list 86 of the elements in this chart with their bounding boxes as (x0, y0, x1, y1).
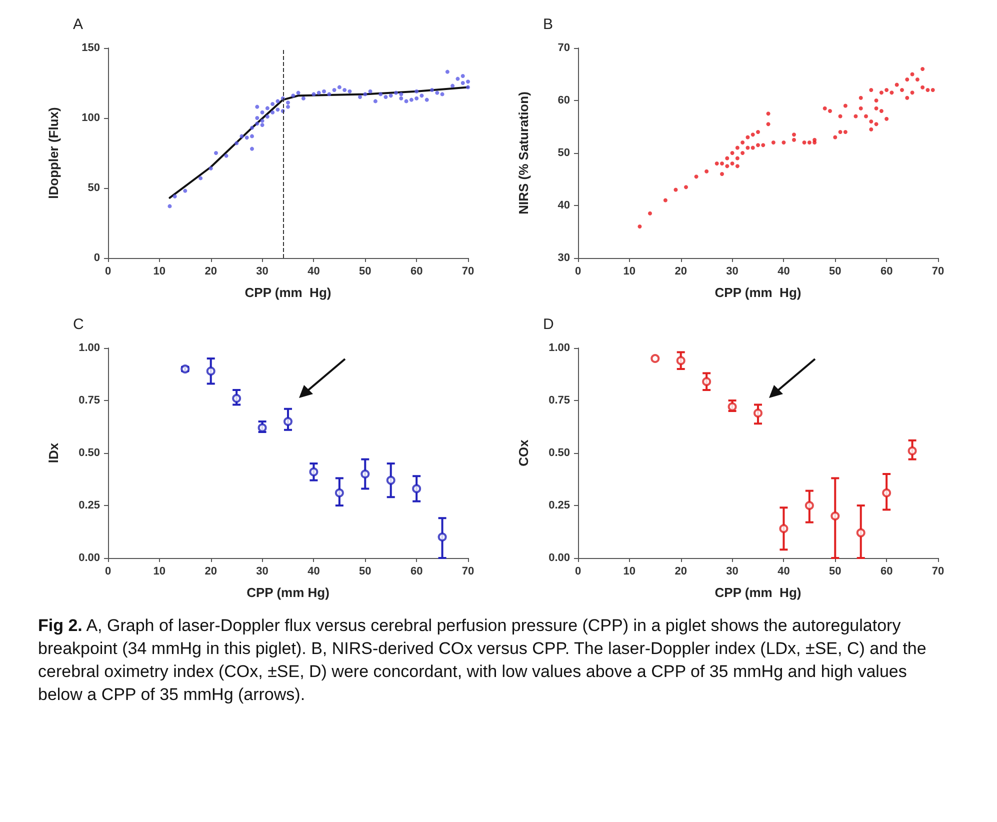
x-tick-label: 50 (359, 566, 372, 578)
x-axis-title: CPP (mm Hg) (244, 285, 332, 300)
x-axis-title: CPP (mm Hg) (714, 585, 802, 600)
x-tick-label: 20 (204, 266, 217, 278)
point (754, 408, 762, 418)
x-tick-label: 70 (462, 266, 474, 278)
y-tick-label: 0.50 (78, 447, 100, 459)
point (882, 488, 892, 498)
x-tick-label: 40 (308, 566, 320, 578)
x-tick-label: 60 (880, 566, 893, 578)
y-tick-label: 70 (558, 42, 570, 54)
y-tick-label: 100 (82, 112, 100, 124)
point (804, 501, 814, 510)
chart-title: D (543, 316, 554, 333)
y-tick-label: 0.50 (548, 447, 570, 459)
point (206, 366, 216, 376)
y-tick-label: 0.25 (78, 500, 100, 512)
y-tick-label: 150 (82, 42, 100, 54)
y-axis-title: lDx (46, 442, 61, 464)
x-tick-label: 40 (778, 566, 790, 578)
point (232, 394, 242, 403)
point (334, 488, 344, 498)
point (650, 354, 660, 363)
y-tick-label: 30 (558, 252, 570, 264)
y-tick-label: 60 (558, 94, 570, 106)
x-tick-label: 30 (726, 566, 738, 578)
y-tick-label: 0.25 (548, 500, 570, 512)
x-tick-label: 0 (104, 266, 112, 278)
y-tick-label: 1.00 (548, 342, 570, 354)
y-tick-label: 0.75 (78, 394, 100, 406)
x-tick-label: 10 (153, 266, 166, 278)
y-axis-title: NIRS (% Saturation) (516, 92, 531, 214)
point (728, 402, 737, 412)
point (779, 524, 788, 534)
point (856, 528, 866, 538)
point (258, 423, 267, 432)
point (309, 467, 318, 476)
x-tick-label: 0 (574, 266, 582, 278)
x-tick-label: 50 (359, 266, 372, 278)
chart-title: A (73, 16, 84, 33)
y-tick-label: 40 (558, 200, 570, 212)
y-axis-title: COx (516, 438, 531, 466)
y-tick-label: 0 (94, 252, 100, 264)
point (438, 532, 447, 542)
point (830, 512, 840, 520)
point (702, 377, 712, 386)
y-tick-label: 1.00 (78, 342, 100, 354)
y-tick-label: 0.75 (548, 394, 570, 406)
x-tick-label: 30 (256, 266, 268, 278)
x-tick-label: 10 (623, 566, 636, 578)
chart-title: C (73, 316, 84, 333)
x-tick-label: 50 (829, 266, 842, 278)
x-tick-label: 70 (932, 566, 944, 578)
caption: Fig 2. A, Graph of laser-Doppler flux versus cerebral perfusion pressure (CPP) in a piglet shows the autoregulatory breakpoint (34 mmHg in this piglet). B, NIRS-derived COx versus CPP. The laser-Doppler index (LDx, ±SE, C) and the cerebral oximetry index (COx, ±SE, D) were concordant, with low values above a CPP of 35 mmHg and high values below a CPP of 35 mmHg (arrows). (38, 616, 926, 704)
x-tick-label: 60 (410, 266, 423, 278)
x-tick-label: 20 (674, 266, 687, 278)
y-tick-label: 50 (558, 147, 570, 159)
x-tick-label: 60 (880, 266, 893, 278)
y-axis-title: lDoppler (Flux) (46, 107, 61, 199)
point (908, 446, 917, 456)
x-tick-label: 0 (104, 566, 112, 578)
point (284, 417, 292, 426)
x-tick-label: 40 (308, 266, 320, 278)
point (676, 356, 686, 366)
chart-title: B (543, 16, 554, 33)
point (386, 476, 396, 485)
x-tick-label: 10 (153, 566, 166, 578)
x-tick-label: 10 (623, 266, 636, 278)
line-series (168, 86, 469, 199)
x-tick-label: 70 (462, 566, 474, 578)
x-tick-label: 40 (778, 266, 790, 278)
y-tick-label: 0.00 (78, 552, 100, 564)
x-axis-title: CPP (mm Hg) (714, 285, 802, 300)
point (360, 470, 370, 478)
y-tick-label: 0.00 (548, 552, 570, 564)
x-tick-label: 20 (674, 566, 687, 578)
x-tick-label: 70 (932, 266, 944, 278)
x-axis-title: CPP (mm Hg) (246, 585, 330, 600)
y-tick-label: 50 (88, 182, 100, 194)
x-tick-label: 0 (574, 566, 582, 578)
x-tick-label: 50 (829, 566, 842, 578)
x-tick-label: 30 (726, 266, 738, 278)
x-tick-label: 30 (256, 566, 268, 578)
x-tick-label: 20 (204, 566, 217, 578)
point (412, 484, 422, 494)
x-tick-label: 60 (410, 566, 423, 578)
